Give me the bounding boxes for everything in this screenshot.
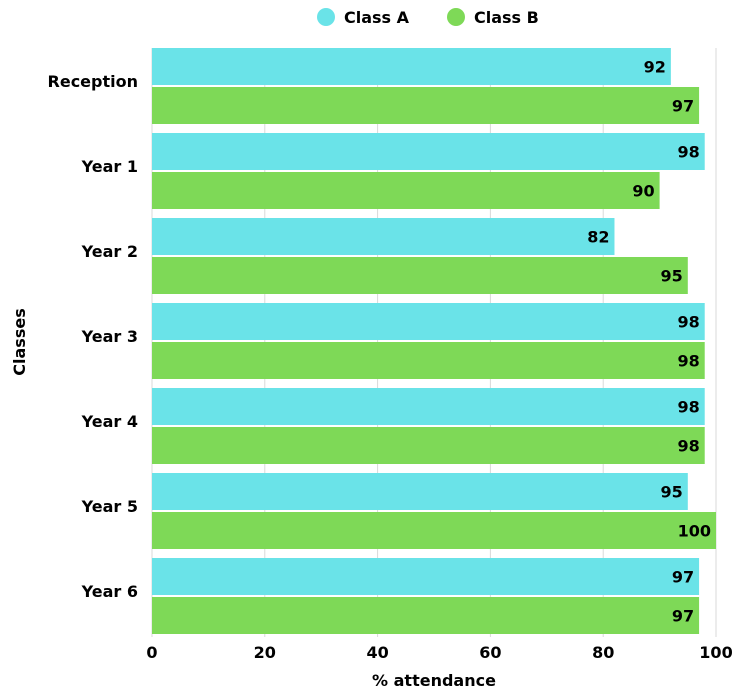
data-label: 92 xyxy=(644,58,666,77)
data-label: 98 xyxy=(677,143,699,162)
x-tick-label: 20 xyxy=(254,643,276,662)
data-label: 97 xyxy=(672,607,694,626)
bar-class-a xyxy=(152,473,688,510)
data-label: 90 xyxy=(632,182,654,201)
bar-class-a xyxy=(152,48,671,85)
category-label: Year 4 xyxy=(81,412,138,431)
bar-class-b xyxy=(152,172,660,209)
category-label: Year 2 xyxy=(81,242,138,261)
legend-label: Class A xyxy=(344,8,410,27)
bar-class-b xyxy=(152,512,716,549)
category-label: Year 5 xyxy=(81,497,138,516)
data-labels: 92 97 98 90 82 95 98 98 98 98 95 100 97 97 xyxy=(587,58,711,626)
bar-class-b xyxy=(152,257,688,294)
x-tick-labels: 0 20 40 60 80 100 xyxy=(146,643,732,662)
bars xyxy=(152,48,716,634)
bar-class-a xyxy=(152,133,705,170)
bar-class-a xyxy=(152,218,615,255)
bar-class-b xyxy=(152,427,705,464)
data-label: 98 xyxy=(677,398,699,417)
data-label: 97 xyxy=(672,97,694,116)
data-label: 82 xyxy=(587,228,609,247)
bar-class-b xyxy=(152,87,700,124)
data-label: 95 xyxy=(661,483,683,502)
data-label: 97 xyxy=(672,568,694,587)
bar-class-a xyxy=(152,558,700,595)
x-axis-title: % attendance xyxy=(372,671,496,690)
category-label: Year 6 xyxy=(81,582,138,601)
data-label: 98 xyxy=(677,313,699,332)
legend-swatch xyxy=(447,8,465,26)
category-label: Reception xyxy=(48,72,138,91)
category-label: Year 3 xyxy=(81,327,138,346)
x-tick-label: 0 xyxy=(146,643,157,662)
bar-class-a xyxy=(152,388,705,425)
data-label: 100 xyxy=(678,522,711,541)
data-label: 98 xyxy=(677,352,699,371)
legend: Class A Class B xyxy=(317,8,539,27)
x-tick-label: 100 xyxy=(699,643,732,662)
bar-class-b xyxy=(152,597,700,634)
data-label: 95 xyxy=(661,267,683,286)
bar-class-a xyxy=(152,303,705,340)
legend-swatch xyxy=(317,8,335,26)
bar-class-b xyxy=(152,342,705,379)
x-tick-label: 40 xyxy=(366,643,388,662)
x-tick-label: 80 xyxy=(592,643,614,662)
category-labels: Reception Year 1 Year 2 Year 3 Year 4 Year 5 Y… xyxy=(48,72,138,601)
x-tick-label: 60 xyxy=(479,643,501,662)
data-label: 98 xyxy=(677,437,699,456)
y-axis-title: Classes xyxy=(10,308,29,375)
category-label: Year 1 xyxy=(81,157,138,176)
legend-label: Class B xyxy=(474,8,539,27)
